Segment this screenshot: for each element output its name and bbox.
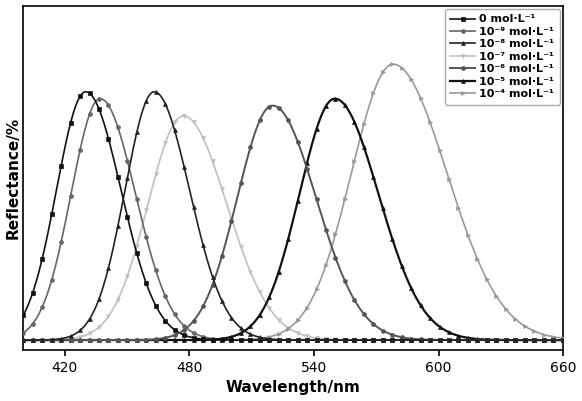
- 0 mol·L⁻¹: [334, 338, 341, 342]
- 10⁻⁷ mol·L⁻¹: [180, 113, 187, 118]
- 10⁻⁴ mol·L⁻¹: [430, 130, 437, 134]
- 10⁻⁴ mol·L⁻¹: [347, 172, 354, 177]
- 0 mol·L⁻¹: [486, 338, 493, 342]
- 10⁻⁸ mol·L⁻¹: [334, 338, 341, 342]
- 10⁻⁷ mol·L⁻¹: [364, 338, 371, 342]
- 10⁻⁹ mol·L⁻¹: [364, 338, 371, 342]
- 10⁻⁹ mol·L⁻¹: [348, 338, 355, 342]
- 10⁻⁴ mol·L⁻¹: [485, 281, 492, 286]
- X-axis label: Wavelength/nm: Wavelength/nm: [226, 381, 361, 395]
- 10⁻⁶ mol·L⁻¹: [485, 338, 492, 342]
- 10⁻⁹ mol·L⁻¹: [97, 96, 104, 101]
- 10⁻⁹ mol·L⁻¹: [414, 338, 421, 342]
- 10⁻⁵ mol·L⁻¹: [430, 319, 437, 324]
- 10⁻⁷ mol·L⁻¹: [430, 338, 437, 342]
- 10⁻⁹ mol·L⁻¹: [486, 338, 493, 342]
- 10⁻⁸ mol·L⁻¹: [348, 338, 355, 342]
- 10⁻⁸ mol·L⁻¹: [53, 337, 60, 342]
- 10⁻⁵ mol·L⁻¹: [331, 96, 338, 101]
- 10⁻⁵ mol·L⁻¹: [334, 97, 341, 101]
- 10⁻⁵ mol·L⁻¹: [53, 338, 60, 342]
- Line: 10⁻⁵ mol·L⁻¹: 10⁻⁵ mol·L⁻¹: [22, 97, 565, 342]
- 10⁻⁶ mol·L⁻¹: [20, 338, 27, 342]
- Line: 10⁻⁸ mol·L⁻¹: 10⁻⁸ mol·L⁻¹: [22, 90, 565, 342]
- 10⁻⁸ mol·L⁻¹: [560, 338, 567, 342]
- 0 mol·L⁻¹: [400, 338, 407, 342]
- 10⁻⁶ mol·L⁻¹: [334, 261, 341, 265]
- 10⁻⁶ mol·L⁻¹: [53, 338, 60, 342]
- Y-axis label: Reflectance/%: Reflectance/%: [6, 117, 20, 239]
- 10⁻⁹ mol·L⁻¹: [560, 338, 567, 342]
- 10⁻⁸ mol·L⁻¹: [151, 89, 158, 94]
- 10⁻⁹ mol·L⁻¹: [334, 338, 341, 342]
- Line: 10⁻⁹ mol·L⁻¹: 10⁻⁹ mol·L⁻¹: [22, 97, 565, 342]
- Line: 10⁻⁶ mol·L⁻¹: 10⁻⁶ mol·L⁻¹: [22, 103, 565, 342]
- Line: 0 mol·L⁻¹: 0 mol·L⁻¹: [22, 90, 565, 342]
- 10⁻⁶ mol·L⁻¹: [364, 316, 371, 321]
- 10⁻⁵ mol·L⁻¹: [560, 338, 567, 342]
- 10⁻⁴ mol·L⁻¹: [53, 338, 60, 342]
- 10⁻⁵ mol·L⁻¹: [20, 338, 27, 342]
- 10⁻⁸ mol·L⁻¹: [20, 338, 27, 342]
- 10⁻⁸ mol·L⁻¹: [468, 338, 475, 342]
- 10⁻⁸ mol·L⁻¹: [486, 338, 493, 342]
- Line: 10⁻⁷ mol·L⁻¹: 10⁻⁷ mol·L⁻¹: [22, 114, 565, 342]
- 10⁻⁴ mol·L⁻¹: [20, 338, 27, 342]
- 0 mol·L⁻¹: [20, 313, 27, 318]
- Legend: 0 mol·L⁻¹, 10⁻⁹ mol·L⁻¹, 10⁻⁸ mol·L⁻¹, 10⁻⁷ mol·L⁻¹, 10⁻⁶ mol·L⁻¹, 10⁻⁵ mol·L⁻¹,: 0 mol·L⁻¹, 10⁻⁹ mol·L⁻¹, 10⁻⁸ mol·L⁻¹, 1…: [445, 9, 560, 105]
- 10⁻⁹ mol·L⁻¹: [20, 330, 27, 335]
- 0 mol·L⁻¹: [364, 338, 371, 342]
- 10⁻⁸ mol·L⁻¹: [364, 338, 371, 342]
- 10⁻⁸ mol·L⁻¹: [430, 338, 437, 342]
- 0 mol·L⁻¹: [348, 338, 355, 342]
- 10⁻⁹ mol·L⁻¹: [53, 260, 60, 265]
- 10⁻⁴ mol·L⁻¹: [560, 336, 567, 340]
- 10⁻⁴ mol·L⁻¹: [389, 62, 396, 67]
- 0 mol·L⁻¹: [431, 338, 438, 342]
- 0 mol·L⁻¹: [53, 188, 60, 192]
- 10⁻⁵ mol·L⁻¹: [348, 114, 355, 119]
- 10⁻⁴ mol·L⁻¹: [364, 110, 371, 115]
- 10⁻⁷ mol·L⁻¹: [485, 338, 492, 342]
- Line: 10⁻⁴ mol·L⁻¹: 10⁻⁴ mol·L⁻¹: [22, 62, 565, 342]
- 10⁻⁷ mol·L⁻¹: [53, 337, 60, 342]
- 0 mol·L⁻¹: [560, 338, 567, 342]
- 10⁻⁷ mol·L⁻¹: [348, 338, 355, 342]
- 10⁻⁷ mol·L⁻¹: [560, 338, 567, 342]
- 10⁻⁹ mol·L⁻¹: [431, 338, 438, 342]
- 10⁻⁷ mol·L⁻¹: [20, 338, 27, 342]
- 10⁻⁷ mol·L⁻¹: [559, 338, 566, 342]
- 10⁻⁷ mol·L⁻¹: [334, 337, 341, 342]
- 10⁻⁶ mol·L⁻¹: [348, 293, 355, 298]
- 10⁻⁶ mol·L⁻¹: [430, 338, 437, 342]
- 0 mol·L⁻¹: [82, 89, 89, 94]
- 10⁻⁶ mol·L⁻¹: [560, 338, 567, 342]
- 10⁻⁴ mol·L⁻¹: [333, 227, 340, 232]
- 10⁻⁵ mol·L⁻¹: [485, 337, 492, 342]
- 10⁻⁵ mol·L⁻¹: [364, 157, 371, 162]
- 10⁻⁶ mol·L⁻¹: [269, 103, 276, 108]
